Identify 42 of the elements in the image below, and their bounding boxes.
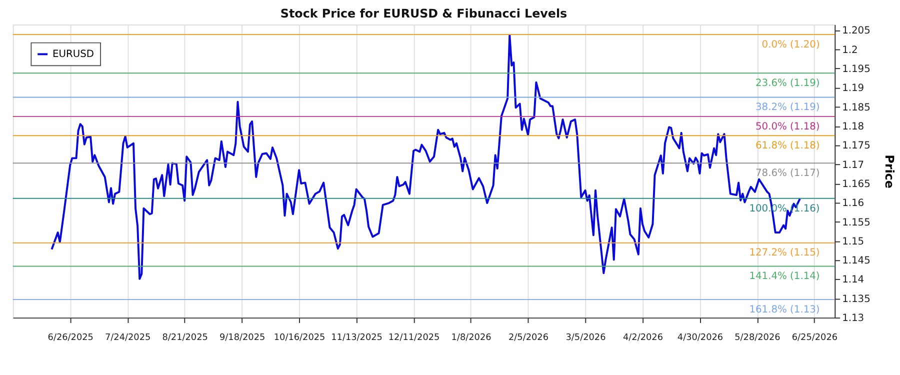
ref-line-label: 127.2% (1.15)	[749, 248, 820, 259]
x-tick-label: 4/30/2026	[677, 332, 724, 343]
chart-title: Stock Price for EURUSD & Fibunacci Levels	[280, 6, 568, 21]
x-tick-label: 6/26/2025	[48, 332, 94, 343]
x-tick-label: 9/18/2025	[219, 332, 266, 343]
y-tick-label: 1.2	[842, 44, 858, 56]
y-tick-label: 1.17	[842, 160, 864, 171]
x-tick-label: 1/8/2026	[451, 332, 492, 343]
x-tick-label: 6/25/2026	[792, 332, 838, 343]
y-tick-label: 1.175	[842, 140, 870, 152]
x-tick-label: 2/5/2026	[508, 332, 549, 343]
y-tick-label: 1.205	[842, 26, 870, 37]
x-tick-label: 3/5/2026	[566, 332, 606, 343]
ref-line-label: 38.2% (1.19)	[755, 102, 820, 114]
x-tick-label: 8/21/2025	[162, 332, 208, 343]
x-tick-label: 5/28/2026	[734, 332, 781, 343]
y-tick-label: 1.19	[842, 83, 864, 94]
ref-line-label: 61.8% (1.18)	[755, 140, 820, 152]
ref-line-label: 23.6% (1.19)	[755, 78, 820, 90]
x-tick-label: 10/16/2025	[274, 332, 326, 343]
x-tick-label: 12/11/2025	[388, 332, 440, 343]
y-tick-label: 1.185	[842, 102, 870, 114]
ref-line-label: 0.0% (1.20)	[762, 39, 820, 50]
y-axis-title: Price	[882, 154, 896, 188]
x-tick-label: 7/24/2025	[105, 332, 151, 343]
y-tick-label: 1.195	[842, 64, 870, 76]
y-tick-label: 1.13	[842, 313, 864, 324]
x-tick-label: 4/2/2026	[622, 332, 664, 343]
ref-line-label: 161.8% (1.13)	[749, 304, 820, 316]
ref-line-label: 141.4% (1.14)	[749, 271, 820, 282]
ref-line-label: 78.6% (1.17)	[755, 168, 820, 180]
y-tick-label: 1.15	[842, 236, 864, 248]
ref-line-label: 50.0% (1.18)	[755, 121, 820, 132]
y-tick-label: 1.165	[842, 178, 870, 190]
y-tick-label: 1.14	[842, 274, 864, 286]
y-tick-label: 1.18	[842, 121, 864, 132]
y-tick-label: 1.135	[842, 294, 870, 305]
x-tick-label: 11/13/2025	[331, 332, 382, 343]
y-tick-label: 1.16	[842, 198, 864, 210]
y-tick-label: 1.145	[842, 256, 870, 267]
y-tick-label: 1.155	[842, 217, 870, 228]
legend-label: EURUSD	[52, 49, 94, 60]
